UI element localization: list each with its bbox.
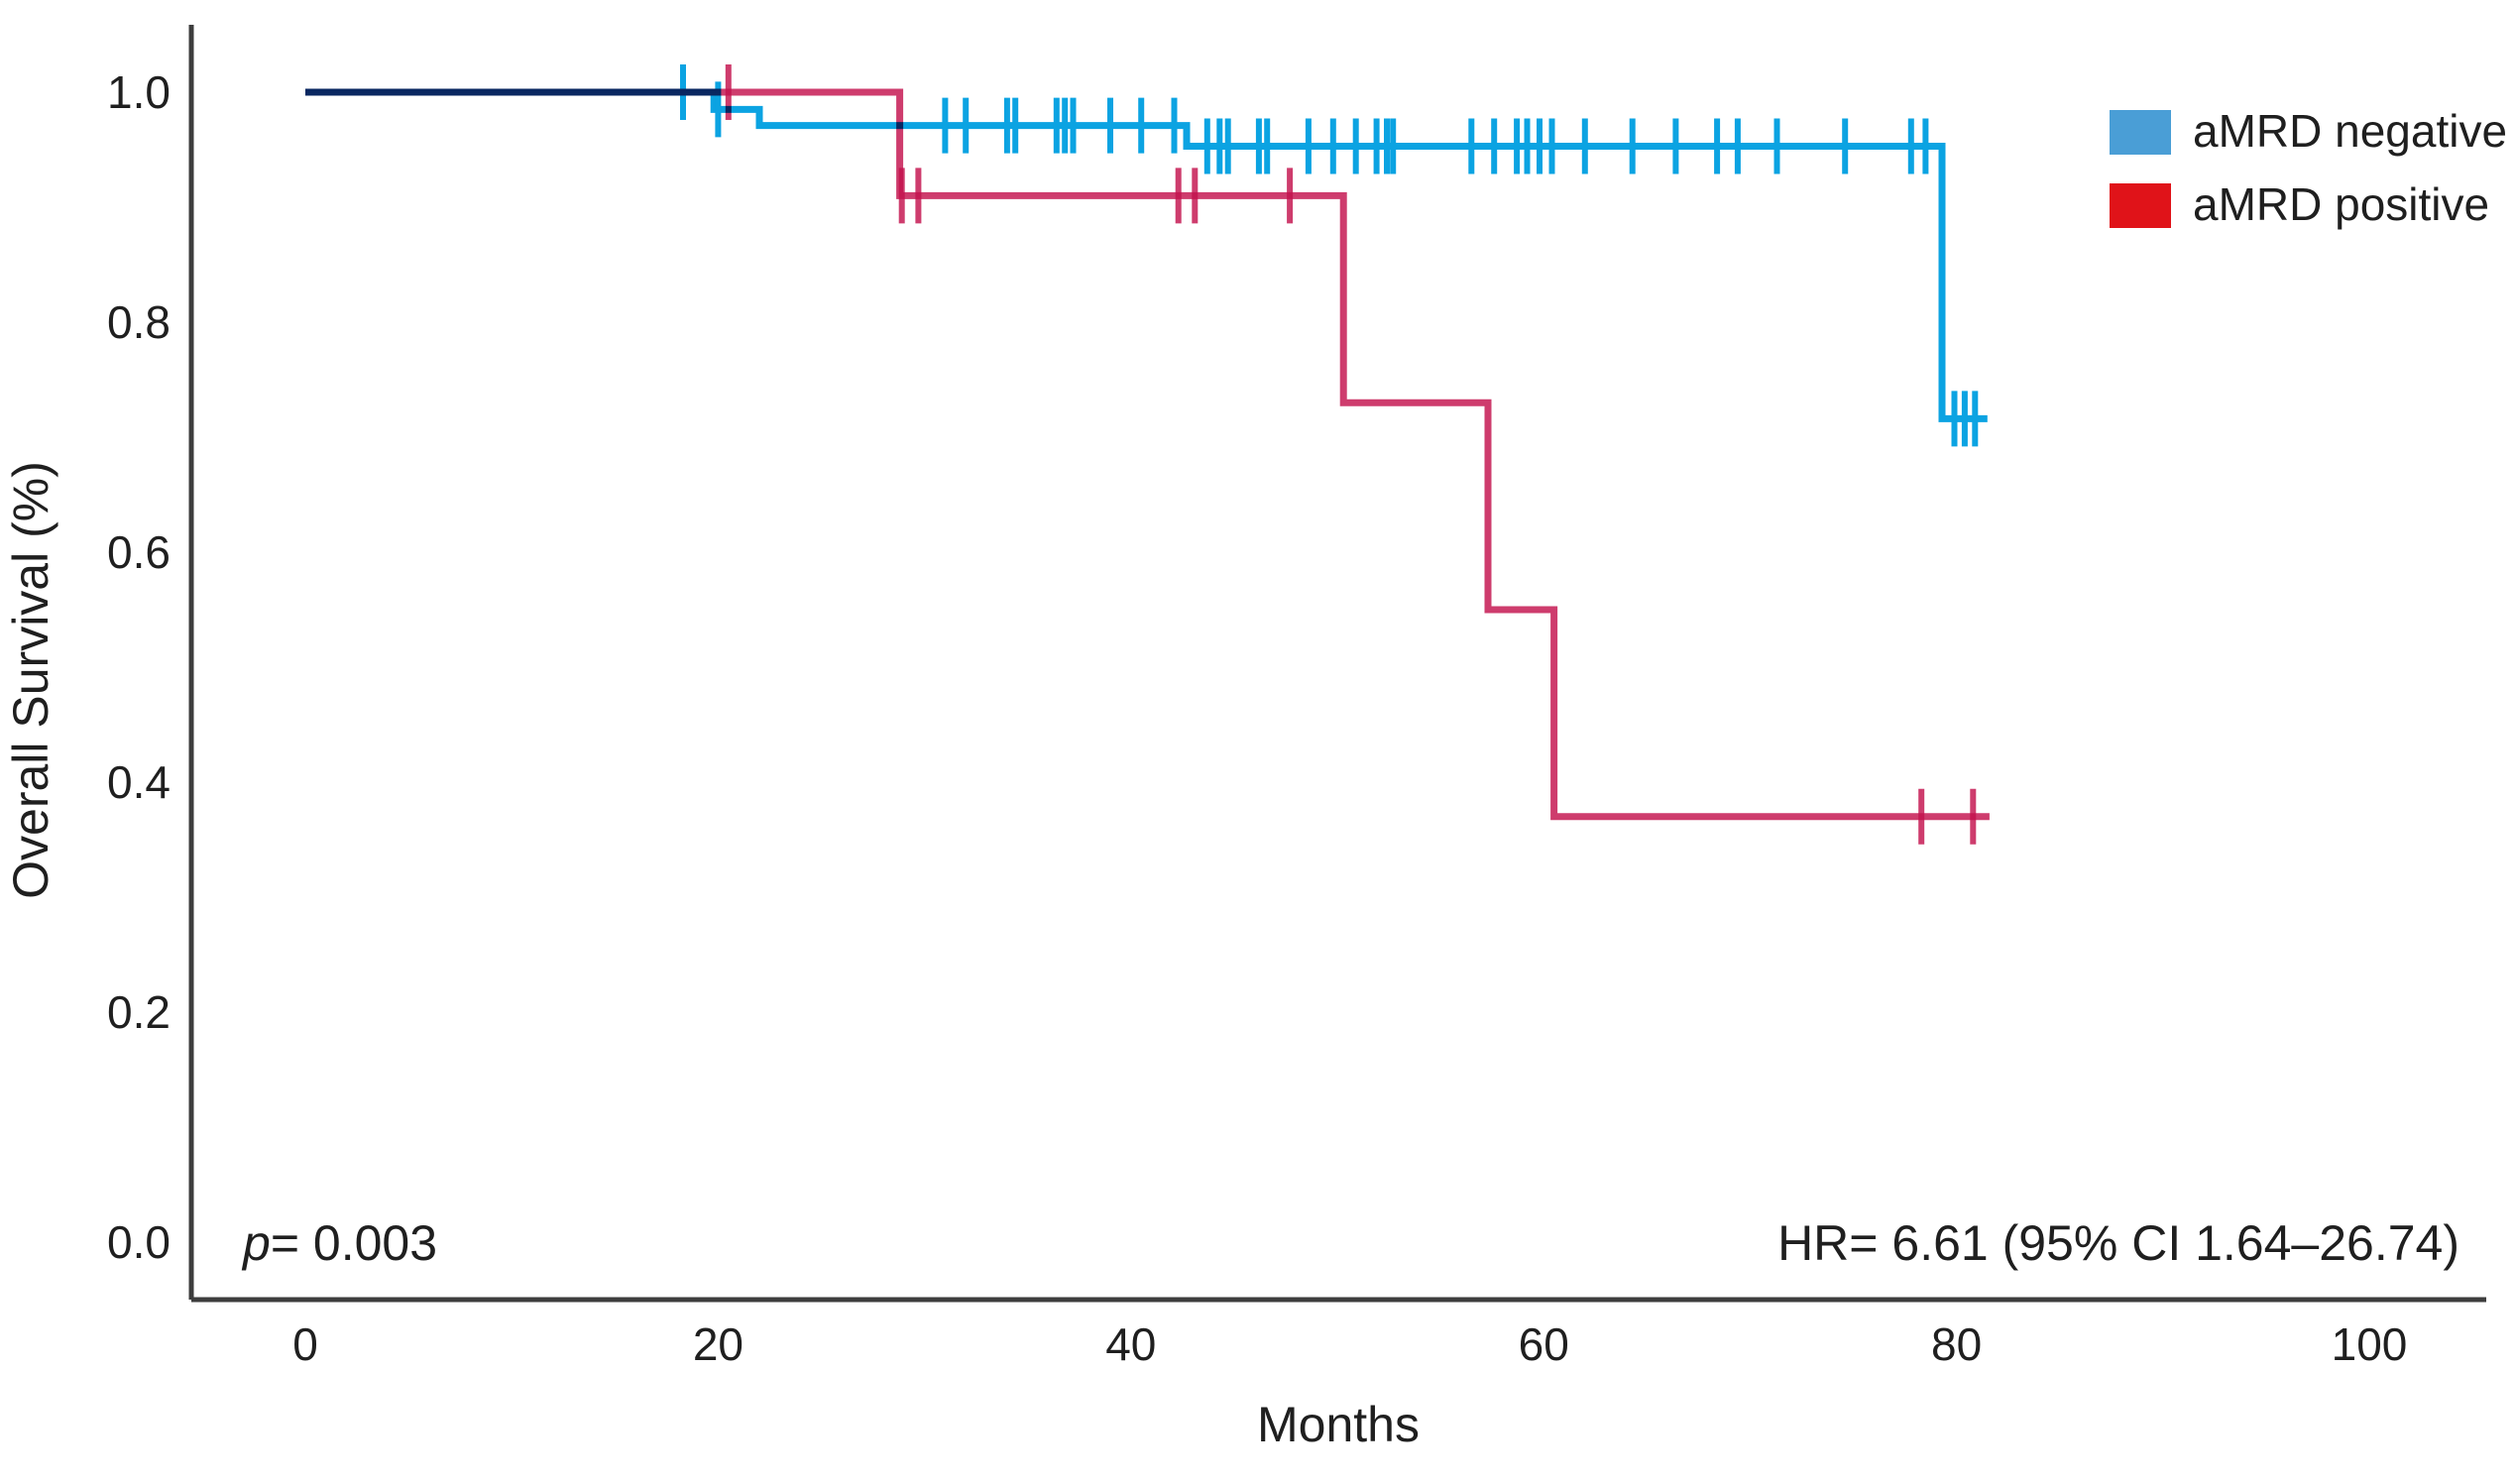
p-symbol: p: [241, 1215, 271, 1271]
x-tick-label-40: 40: [1105, 1318, 1156, 1370]
survival-curves: [305, 64, 1990, 845]
legend-label-amrd-negative: aMRD negative: [2193, 105, 2507, 157]
y-axis-title: Overall Survival (%): [3, 461, 58, 899]
hazard-ratio-annotation: HR= 6.61 (95% CI 1.64–26.74): [1777, 1215, 2459, 1271]
y-tick-label-0.8: 0.8: [107, 296, 171, 348]
y-tick-label-0.4: 0.4: [107, 756, 171, 808]
series-amrd-positive: [305, 64, 1990, 845]
y-tick-label-0.2: 0.2: [107, 986, 171, 1038]
x-axis-title: Months: [1257, 1397, 1420, 1452]
y-tick-label-0.0: 0.0: [107, 1216, 171, 1268]
x-tick-label-0: 0: [292, 1318, 318, 1370]
p-value-text: = 0.003: [271, 1215, 437, 1271]
x-tick-label-80: 80: [1931, 1318, 1982, 1370]
legend-swatch-amrd-negative: [2110, 110, 2171, 155]
censor-marks-amrd-negative: [680, 64, 1979, 447]
legend: aMRD negative aMRD positive: [2110, 105, 2507, 230]
y-axis-tick-labels: 1.0 0.8 0.6 0.4 0.2 0.0: [107, 66, 171, 1268]
legend-swatch-amrd-positive: [2110, 183, 2171, 228]
survival-curve-amrd-negative: [305, 88, 1988, 422]
survival-curve-amrd-positive: [305, 88, 1990, 821]
y-tick-label-1.0: 1.0: [107, 66, 171, 118]
x-tick-label-100: 100: [2332, 1318, 2408, 1370]
axes: [188, 25, 2486, 1303]
p-value-annotation: p= 0.003: [241, 1215, 437, 1271]
series-amrd-negative: [305, 64, 1988, 447]
y-tick-label-0.6: 0.6: [107, 526, 171, 578]
censor-marks-amrd-positive: [725, 64, 1977, 845]
x-axis-tick-labels: 0 20 40 60 80 100: [292, 1318, 2407, 1370]
x-tick-label-20: 20: [693, 1318, 743, 1370]
legend-label-amrd-positive: aMRD positive: [2193, 178, 2489, 230]
x-tick-label-60: 60: [1519, 1318, 1569, 1370]
